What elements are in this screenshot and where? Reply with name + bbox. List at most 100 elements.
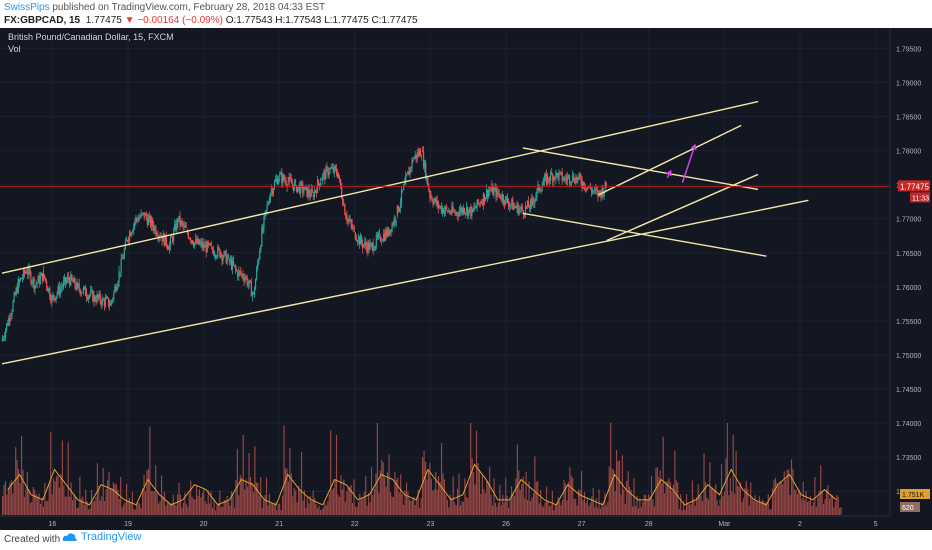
candle-body xyxy=(552,174,554,182)
candle-body xyxy=(207,241,209,245)
candle-body xyxy=(407,171,409,175)
volume-bar xyxy=(153,491,155,515)
candle-body xyxy=(345,214,347,220)
candle-body xyxy=(48,288,50,292)
volume-bar xyxy=(387,472,389,515)
candle-body xyxy=(164,234,166,246)
volume-bar xyxy=(429,462,431,515)
volume-bar xyxy=(99,500,101,515)
candle-body xyxy=(56,293,58,297)
volume-bar xyxy=(827,484,829,515)
volume-bar xyxy=(311,501,313,515)
volume-bar xyxy=(350,484,352,515)
candle-body xyxy=(535,196,537,200)
volume-bar xyxy=(112,482,114,515)
volume-bar xyxy=(547,501,549,515)
volume-bar xyxy=(426,479,428,515)
candle-body xyxy=(88,295,90,300)
volume-bar xyxy=(614,490,616,515)
volume-bar xyxy=(439,482,441,515)
candle-body xyxy=(37,276,39,283)
candle-body xyxy=(267,203,269,205)
volume-bar xyxy=(440,443,443,515)
candle-body xyxy=(198,238,200,245)
author-link[interactable]: SwissPips xyxy=(4,2,50,13)
volume-bar xyxy=(69,496,71,515)
volume-bar xyxy=(790,459,793,515)
time-axis-labels: 16 19 20 21 22 23 26 27 28 Mar 2 5 xyxy=(49,521,878,528)
price-chart[interactable]: 1.795001.790001.785001.780001.775001.770… xyxy=(0,28,932,530)
volume-bar xyxy=(315,504,317,515)
volume-bar xyxy=(197,495,199,515)
time-tick-label: 26 xyxy=(502,521,510,528)
trendline xyxy=(1,100,759,274)
projection-arrows[interactable] xyxy=(666,143,697,183)
candle-body xyxy=(566,176,569,181)
candle-body xyxy=(391,223,393,232)
candle-body xyxy=(196,238,198,244)
candle-body xyxy=(47,287,49,292)
candle-body xyxy=(299,185,301,194)
volume-bar xyxy=(613,469,615,515)
candle-body xyxy=(367,242,369,252)
candle-body xyxy=(409,167,411,176)
volume-bar xyxy=(101,496,103,515)
volume-bar xyxy=(344,501,346,515)
time-tick-label: 27 xyxy=(578,521,586,528)
candle-body xyxy=(575,176,577,184)
volume-bar xyxy=(228,501,230,515)
volume-bar xyxy=(45,500,47,515)
volume-bar xyxy=(146,470,148,515)
volume-bar xyxy=(432,490,434,515)
candle-body xyxy=(561,172,563,181)
candle-body xyxy=(599,190,601,193)
candle-body xyxy=(499,194,501,199)
volume-bar xyxy=(543,507,545,515)
candle-body xyxy=(165,234,167,246)
volume-bar xyxy=(28,489,30,515)
volume-bar xyxy=(114,483,116,515)
volume-bar xyxy=(704,481,707,515)
candle-body xyxy=(294,180,297,183)
candle-body xyxy=(257,263,259,269)
volume-bar xyxy=(168,503,170,515)
volume-bar xyxy=(209,503,211,515)
volume-bar xyxy=(646,499,648,515)
volume-bar xyxy=(225,500,227,515)
created-with-text: Created with xyxy=(4,534,61,545)
candle-body xyxy=(539,188,541,191)
candle-body xyxy=(172,237,174,241)
volume-bar xyxy=(535,481,537,515)
volume-bar xyxy=(788,469,790,515)
candle-body xyxy=(351,224,353,229)
volume-bar xyxy=(636,495,638,515)
price-axis[interactable] xyxy=(890,28,932,530)
candle-body xyxy=(363,244,365,246)
candle-body xyxy=(546,174,549,184)
volume-bar xyxy=(442,473,444,515)
candle-body xyxy=(534,199,536,204)
volume-bar xyxy=(642,501,644,515)
candle-body xyxy=(277,178,279,185)
volume-bar xyxy=(16,460,18,515)
candle-body xyxy=(315,190,318,194)
tradingview-logo[interactable]: TradingView xyxy=(62,531,141,543)
trendlines[interactable] xyxy=(1,100,809,365)
volume-bar xyxy=(483,489,485,515)
candle-body xyxy=(142,212,144,214)
volume-bar xyxy=(792,468,794,515)
volume-bar xyxy=(133,509,135,515)
volume-bar xyxy=(653,506,656,515)
candle-body xyxy=(29,267,31,273)
candle-body xyxy=(313,190,315,198)
volume-bar xyxy=(92,501,94,515)
candle-body xyxy=(157,235,159,239)
candle-body xyxy=(52,295,54,300)
candle-body xyxy=(104,298,107,306)
candle-body xyxy=(113,291,115,299)
candle-body xyxy=(59,288,61,295)
volume-bar xyxy=(20,436,23,515)
time-axis[interactable] xyxy=(0,516,890,530)
volume-bar xyxy=(814,476,816,515)
candle-body xyxy=(166,245,168,249)
